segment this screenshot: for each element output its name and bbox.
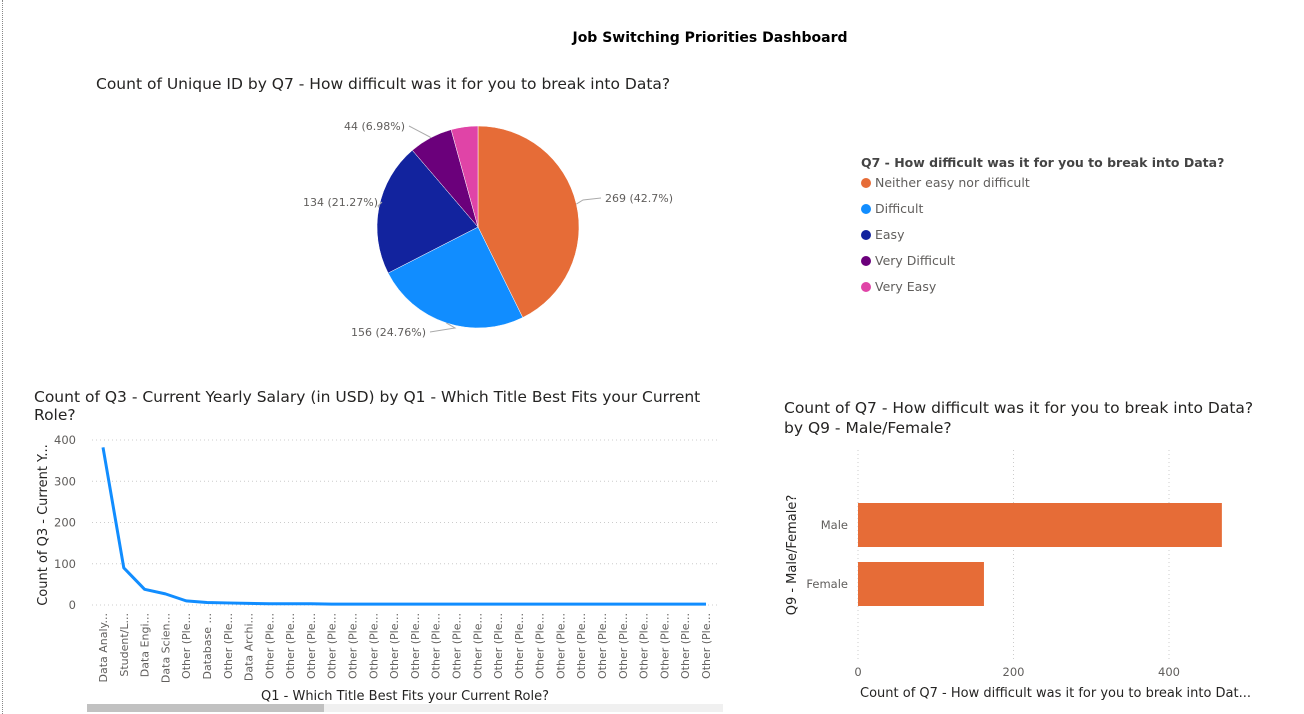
pie-data-label: 156 (24.76%) [351, 326, 426, 339]
legend-dot-icon [861, 282, 871, 292]
bar-x-tick-label: 0 [854, 665, 861, 679]
line-y-axis-title: Count of Q3 - Current Y... [36, 444, 51, 606]
line-x-tick-label: Other (Ple... [554, 613, 567, 679]
line-chart-title-line1: Count of Q3 - Current Yearly Salary (in … [34, 388, 701, 406]
line-x-tick-label: Data Engi... [139, 613, 152, 677]
line-x-tick-label: Other (Ple... [367, 613, 380, 679]
bar-x-axis-title: Count of Q7 - How difficult was it for y… [860, 686, 1251, 701]
line-x-tick-label: Other (Ple... [658, 613, 671, 679]
line-x-tick-label: Other (Ple... [409, 613, 422, 679]
legend-label: Neither easy nor difficult [875, 175, 1030, 190]
pie-leader-line [408, 125, 431, 139]
line-x-tick-label: Other (Ple... [284, 613, 297, 679]
bar-x-tick-label: 200 [1003, 665, 1025, 679]
bar-category-label: Male [821, 518, 848, 532]
line-x-tick-label: Other (Ple... [596, 613, 609, 679]
line-y-tick-label: 200 [54, 516, 76, 530]
line-y-tick-label: 400 [54, 433, 76, 447]
bar-chart-title-line2: by Q9 - Male/Female? [784, 419, 952, 437]
bar-y-axis-title: Q9 - Male/Female? [785, 495, 800, 616]
line-x-tick-label: Other (Ple... [575, 613, 588, 679]
line-x-tick-label: Data Scien... [159, 613, 172, 683]
line-x-tick-label: Other (Ple... [263, 613, 276, 679]
line-x-tick-label: Other (Ple... [388, 613, 401, 679]
legend-dot-icon [861, 256, 871, 266]
pie-data-label: 134 (21.27%) [303, 196, 378, 209]
legend-label: Very Difficult [875, 253, 956, 268]
pie-leader-line [429, 322, 457, 333]
legend-title: Q7 - How difficult was it for you to bre… [861, 155, 1225, 170]
pie-slice [387, 226, 524, 329]
line-x-tick-label: Student/L... [118, 613, 131, 677]
line-x-tick-label: Data Analy... [97, 613, 110, 683]
line-x-tick-label: Other (Ple... [326, 613, 339, 679]
line-y-tick-label: 0 [69, 598, 76, 612]
bar [858, 562, 984, 606]
line-x-tick-label: Other (Ple... [222, 613, 235, 679]
pie-slice [450, 125, 479, 228]
bar-chart-title-line1: Count of Q7 - How difficult was it for y… [784, 399, 1254, 417]
line-x-tick-label: Database ... [201, 613, 214, 679]
line-x-tick-label: Other (Ple... [180, 613, 193, 679]
dashboard-title: Job Switching Priorities Dashboard [572, 30, 848, 46]
legend-item[interactable]: Difficult [861, 201, 1224, 227]
line-x-tick-label: Other (Ple... [492, 613, 505, 679]
line-y-tick-label: 300 [54, 474, 76, 488]
line-x-tick-label: Other (Ple... [513, 613, 526, 679]
pie-slice [477, 125, 580, 318]
pie-data-label: 269 (42.7%) [605, 192, 673, 205]
line-series [101, 447, 706, 606]
legend-item[interactable]: Neither easy nor difficult [861, 175, 1224, 201]
line-x-tick-label: Other (Ple... [700, 613, 713, 679]
line-x-axis-title: Q1 - Which Title Best Fits your Current … [261, 689, 549, 704]
legend-dot-icon [861, 230, 871, 240]
legend-label: Difficult [875, 201, 924, 216]
line-y-tick-label: 100 [54, 557, 76, 571]
legend-label: Very Easy [875, 279, 937, 294]
line-x-tick-label: Other (Ple... [347, 613, 360, 679]
line-x-tick-label: Other (Ple... [430, 613, 443, 679]
bar [858, 503, 1222, 547]
line-x-tick-label: Data Archi... [243, 613, 256, 681]
legend-dot-icon [861, 204, 871, 214]
legend-dot-icon [861, 178, 871, 188]
line-x-tick-label: Other (Ple... [450, 613, 463, 679]
line-chart-title-line2: Role? [34, 406, 76, 424]
pie-leader-line [576, 197, 602, 205]
line-x-tick-label: Other (Ple... [471, 613, 484, 679]
legend-item[interactable]: Easy [861, 227, 1224, 253]
legend-item[interactable]: Very Difficult [861, 253, 1224, 279]
horizontal-scrollbar[interactable] [87, 704, 723, 712]
legend-item[interactable]: Very Easy [861, 279, 1224, 305]
pie-leader-line [377, 201, 383, 208]
line-x-tick-label: Other (Ple... [679, 613, 692, 679]
pie-legend: Q7 - How difficult was it for you to bre… [861, 155, 1224, 305]
legend-label: Easy [875, 227, 905, 242]
pie-data-label: 44 (6.98%) [344, 120, 405, 133]
bar-x-tick-label: 400 [1158, 665, 1180, 679]
scrollbar-thumb[interactable] [87, 704, 324, 712]
line-x-tick-label: Other (Ple... [638, 613, 651, 679]
line-x-tick-label: Other (Ple... [305, 613, 318, 679]
page-border [2, 0, 3, 714]
pie-chart-title: Count of Unique ID by Q7 - How difficult… [96, 75, 671, 93]
line-x-tick-label: Other (Ple... [617, 613, 630, 679]
line-x-tick-label: Other (Ple... [534, 613, 547, 679]
bar-category-label: Female [806, 577, 848, 591]
pie-slice [376, 149, 479, 274]
